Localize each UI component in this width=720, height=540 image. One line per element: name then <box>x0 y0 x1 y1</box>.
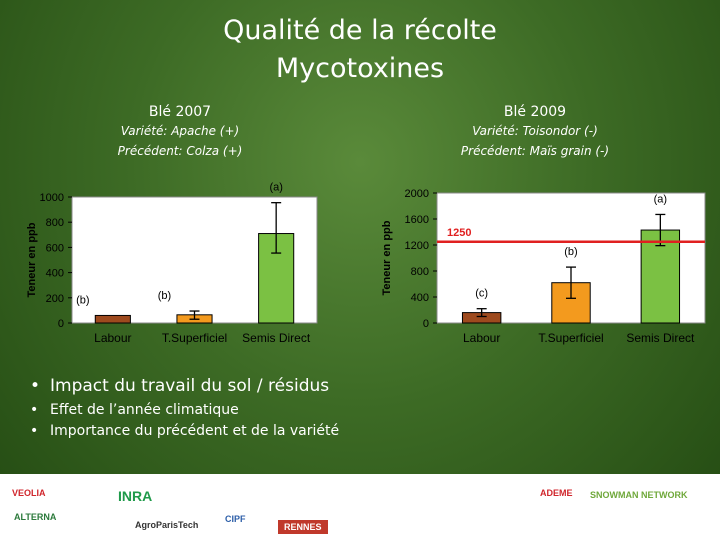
c2-ytick-label-2: 800 <box>411 266 429 278</box>
left-variety: Variété: Apache (+) <box>120 124 240 138</box>
logo-ademe: ADEME <box>540 488 573 498</box>
c1-ytick-label-1: 200 <box>46 293 64 305</box>
right-precedent: Précédent: Maïs grain (-) <box>460 144 610 158</box>
logo-rennes: RENNES <box>278 520 328 534</box>
c2-bar-1 <box>551 282 591 324</box>
c1-sig-label-0: (b) <box>76 294 89 306</box>
c2-ytick-label-3: 1200 <box>405 240 429 252</box>
c2-sig-label-0: (c) <box>475 288 488 300</box>
left-year: Blé 2007 <box>148 104 212 120</box>
c2-threshold-label: 1250 <box>447 227 471 239</box>
c2-ytick-label-4: 1600 <box>405 214 429 226</box>
c2-ytick-label-0: 0 <box>423 318 429 330</box>
logo-cipf: CIPF <box>225 514 246 524</box>
bullet-1: • Impact du travail du sol / résidus <box>30 376 330 396</box>
logo-alterna: ALTERNA <box>14 512 57 522</box>
c2-ytick-label-1: 400 <box>411 292 429 304</box>
left-chart-header: Blé 2007 Variété: Apache (+) Précédent: … <box>50 104 310 160</box>
title-line-1: Qualité de la récolte <box>223 15 497 46</box>
logo-agroparistech: AgroParisTech <box>135 520 199 530</box>
c1-bar-0 <box>94 314 131 324</box>
c2-plot-area <box>436 192 706 324</box>
c1-ytick-label-2: 400 <box>46 268 64 280</box>
c2-sig-label-2: (a) <box>654 193 667 205</box>
c2-ylabel: Teneur en ppb <box>381 220 393 295</box>
c1-ytick-label-4: 800 <box>46 217 64 229</box>
bullet-3-text: Importance du précédent et de la variété <box>50 423 340 439</box>
right-chart-header: Blé 2009 Variété: Toisondor (-) Précéden… <box>405 104 665 160</box>
bullet-3: • Importance du précédent et de la variét… <box>30 423 340 439</box>
logo-inra: INRA <box>118 488 153 504</box>
c1-ytick-label-3: 600 <box>46 242 64 254</box>
bullet-2-text: Effet de l’année climatique <box>50 402 239 418</box>
c1-ylabel: Teneur en ppb <box>26 222 38 297</box>
c1-xtick-label-2: Semis Direct <box>242 331 311 345</box>
c2-sig-label-1: (b) <box>564 246 577 258</box>
c1-xtick-label-1: T.Superficiel <box>162 331 227 345</box>
c2-bar-2 <box>640 229 681 324</box>
c1-bar-1 <box>176 314 213 324</box>
bullet-1-text: Impact du travail du sol / résidus <box>50 376 330 396</box>
c1-sig-label-2: (a) <box>269 182 282 194</box>
c1-ytick-label-5: 1000 <box>40 192 64 204</box>
c2-bar-0 <box>461 312 502 324</box>
right-year: Blé 2009 <box>503 104 567 120</box>
c2-xtick-label-1: T.Superficiel <box>538 331 603 345</box>
c1-plot-area <box>71 196 318 324</box>
c2-xtick-label-2: Semis Direct <box>626 331 695 345</box>
c1-bar-2 <box>258 233 295 324</box>
c1-xtick-label-0: Labour <box>94 331 131 345</box>
logo-veolia: VEOLIA <box>12 488 46 498</box>
left-precedent: Précédent: Colza (+) <box>117 144 243 158</box>
right-variety: Variété: Toisondor (-) <box>472 124 598 138</box>
title-line-2: Mycotoxines <box>275 53 445 84</box>
logo-snowman: SNOWMAN NETWORK <box>590 490 688 500</box>
c2-ytick-label-5: 2000 <box>405 188 429 200</box>
c1-ytick-label-0: 0 <box>58 318 64 330</box>
partner-logos-strip: VEOLIA ALTERNA INRA AgroParisTech CIPF R… <box>0 474 720 540</box>
c1-sig-label-1: (b) <box>158 290 171 302</box>
c2-xtick-label-0: Labour <box>463 331 500 345</box>
bullet-2: • Effet de l’année climatique <box>30 402 239 418</box>
